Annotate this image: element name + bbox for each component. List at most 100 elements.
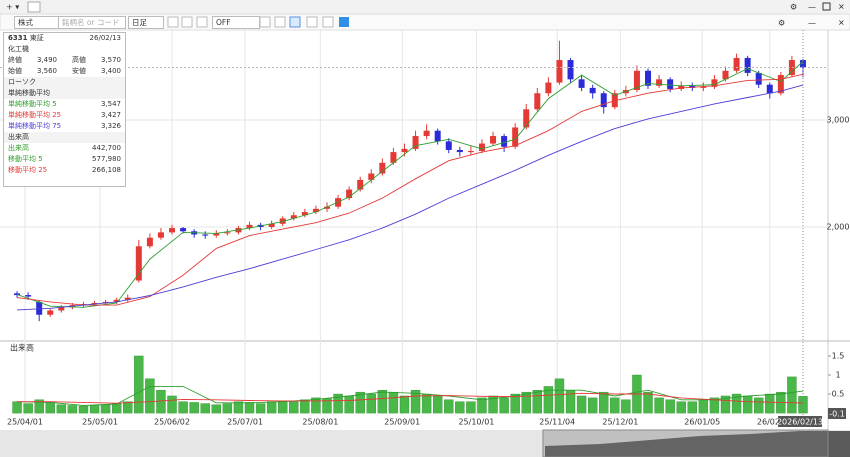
legend-row[interactable]: 単純移動平均 5 3,547 [4,99,125,110]
candle-body [379,162,386,174]
period-select[interactable]: 日足 [128,16,164,29]
volume-bar [754,397,764,414]
price-value: 3,570 [100,56,121,64]
panel-minimize[interactable]: — [808,19,816,28]
candle-body [523,109,530,128]
candle-body [368,173,375,180]
tool-button[interactable] [322,16,334,28]
tool-button[interactable] [306,16,318,28]
price-row: 終値 3,490 高値 3,570 [4,55,125,66]
volume-row: 出来高 442,700 [4,143,125,154]
price-label: 始値 [8,67,22,75]
legend-value: 3,547 [100,100,121,108]
title-bar [0,0,850,14]
volume-bar [665,399,675,414]
volume-bar [233,401,244,414]
candle-body [678,85,685,89]
legend-row[interactable]: 移動平均 25 266,108 [4,165,125,176]
search-input[interactable]: 銘柄名 or コード [58,16,126,29]
x-tick-label: 25/07/01 [227,418,263,427]
candle-body [556,60,563,83]
ma-line [16,84,804,311]
tool-button[interactable] [181,16,193,28]
y-tick-label: 2,000 [827,223,850,232]
x-tick-label: 26/02/ [757,418,783,427]
navigator-window[interactable] [542,429,829,457]
volume-bar [266,401,277,414]
maximize[interactable] [822,2,831,11]
tool-button[interactable] [196,16,208,28]
volume-bar [311,397,321,414]
section-header[interactable]: 出来高 [4,132,125,143]
candle-body [135,246,142,281]
volume-bar [388,391,399,414]
tool-button[interactable] [259,16,271,28]
candle-body [434,130,441,142]
panel-settings[interactable]: ⚙ [778,19,785,28]
legend-name: 移動平均 25 [8,166,48,174]
candle-body [512,127,519,147]
volume-bar [89,405,100,414]
candle-body [124,297,131,300]
refresh-button[interactable] [339,17,349,27]
candle-body [224,232,231,234]
volume-bar [676,401,686,414]
price-value: 3,560 [36,67,58,75]
candle-body [213,233,220,236]
x-tick-label: 25/08/01 [302,418,338,427]
volume-bar [78,406,89,414]
candle-body [390,152,397,163]
tool-button[interactable] [167,16,179,28]
candle-body [169,228,176,233]
close[interactable]: ✕ [838,3,845,12]
section-header[interactable]: ローソク [4,77,125,88]
volume-bar [23,403,33,414]
candle-body [501,136,508,147]
volume-bar [466,401,476,414]
candle-body [722,70,729,80]
section-header[interactable]: 単純移動平均 [4,88,125,99]
volume-ma-rows: 移動平均 5 577,980 移動平均 25 266,108 [4,154,125,176]
volume-bar [211,404,221,414]
volume-bar [576,395,587,414]
volume-bar [344,395,354,414]
candle-body [157,232,164,238]
candle-body [578,79,585,88]
legend-row[interactable]: 単純移動平均 25 3,427 [4,110,125,121]
exchange: 東証 [29,34,44,42]
tool-button[interactable] [274,16,286,28]
settings-icon[interactable]: ⚙ [790,3,797,12]
volume-bar [765,393,775,414]
mode-select[interactable]: OFF [212,16,260,29]
volume-bar [488,395,498,414]
candle-body [766,84,773,94]
legend-row[interactable]: 単純移動平均 75 3,326 [4,121,125,132]
chart-icon[interactable] [27,1,41,13]
candle-body [58,307,65,311]
ma-rows: 単純移動平均 5 3,547 単純移動平均 25 3,427 単純移動平均 75 3,32… [4,99,125,132]
volume-bar [100,404,111,414]
price-label: 安値 [71,67,86,75]
candle-body [567,60,574,80]
add-button[interactable]: + ▾ [6,3,19,12]
volume-bar [444,399,454,414]
legend-row[interactable]: 移動平均 5 577,980 [4,154,125,165]
candle-body [47,310,54,315]
volume-bar [610,397,620,414]
minimize[interactable]: — [808,3,816,12]
volume-bar [222,403,233,414]
volume-bar [355,391,365,414]
candle-body [711,79,718,87]
market-select[interactable]: 株式 [14,16,60,29]
stock-name: 化工機 [8,45,29,53]
volume-bar [510,393,520,414]
tool-button[interactable] [289,16,301,28]
candle-body [600,93,607,108]
candle-body [290,215,297,219]
candle-body [733,57,740,71]
candle-body [611,93,618,108]
panel-close[interactable]: ✕ [838,19,845,28]
volume-bar [698,399,709,414]
candle-body [36,301,43,315]
